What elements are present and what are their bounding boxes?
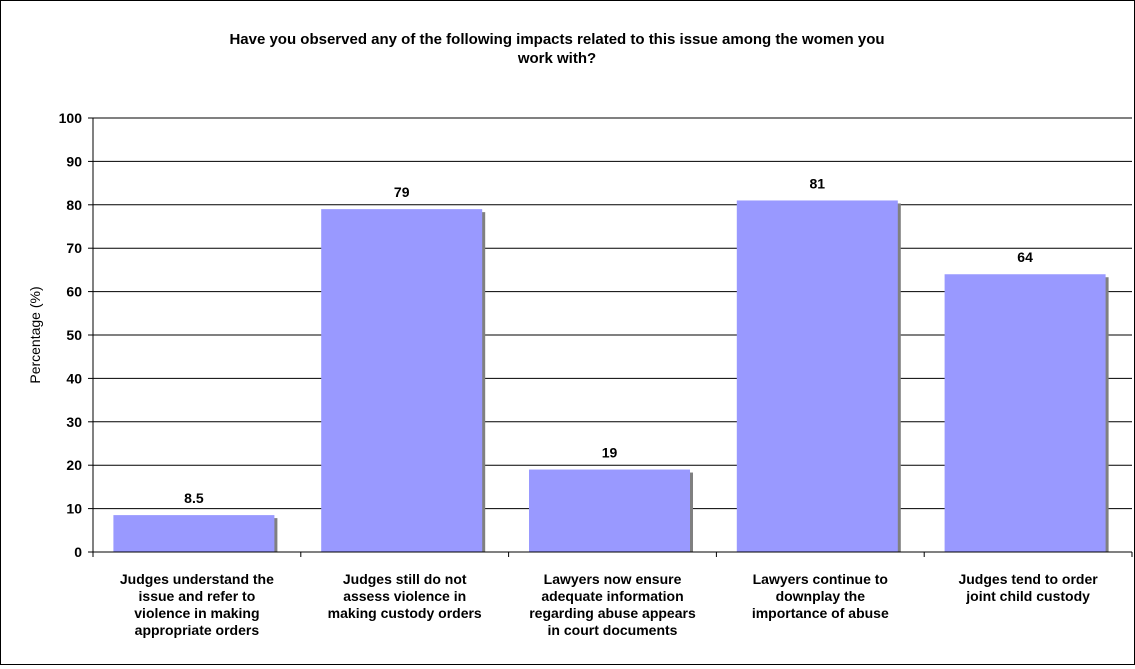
y-tick-label: 0 — [74, 544, 82, 560]
x-axis-categories: Judges understand the issue and refer to v… — [120, 571, 1098, 638]
data-label: 8.5 — [184, 490, 204, 506]
gridlines — [93, 117, 1132, 510]
axes — [92, 118, 1133, 557]
y-tick-label: 100 — [59, 110, 83, 126]
bar — [113, 515, 275, 552]
chart-title: Have you observed any of the following i… — [229, 31, 884, 67]
y-tick-label: 90 — [66, 153, 82, 169]
data-label: 19 — [602, 445, 618, 461]
data-label: 64 — [1017, 249, 1033, 265]
chart-title-line: work with? — [517, 50, 596, 67]
y-tick-label: 20 — [66, 457, 82, 473]
bar — [944, 274, 1106, 552]
category-label: Lawyers now ensure adequate information re… — [529, 571, 696, 638]
y-tick-label: 50 — [66, 327, 82, 343]
data-label: 79 — [394, 184, 410, 200]
bars — [113, 200, 1109, 552]
y-tick-label: 40 — [66, 370, 82, 386]
y-axis-label: Percentage (%) — [27, 286, 43, 383]
y-axis-ticks: 0 10 20 30 40 50 60 70 80 90 100 — [59, 110, 93, 560]
bar — [321, 209, 483, 552]
category-label: Judges still do not assess violence in mak… — [328, 571, 482, 621]
data-label: 81 — [810, 175, 826, 191]
y-tick-label: 70 — [66, 240, 82, 256]
y-tick-label: 60 — [66, 284, 82, 300]
y-tick-label: 10 — [66, 501, 82, 517]
category-label: Lawyers continue to downplay the importanc… — [752, 571, 889, 621]
category-label: Judges understand the issue and refer to v… — [120, 571, 274, 638]
category-label: Judges tend to order joint child custody — [958, 571, 1098, 604]
bar — [529, 469, 690, 552]
bar — [736, 200, 898, 552]
y-tick-label: 30 — [66, 414, 82, 430]
chart-title-line: Have you observed any of the following i… — [229, 31, 884, 48]
data-labels: 8.5 79 19 81 64 — [184, 175, 1033, 506]
y-tick-label: 80 — [66, 197, 82, 213]
